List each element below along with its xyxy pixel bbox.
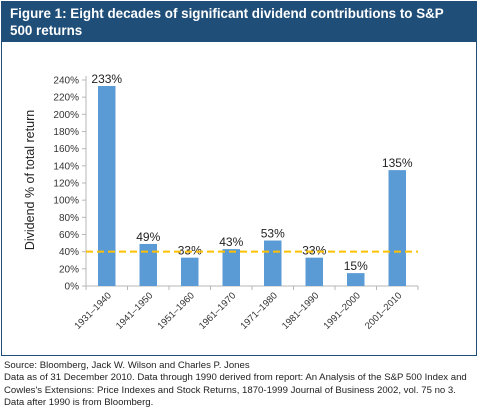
y-axis-title: Dividend % of total return [23, 110, 37, 250]
y-tick-label: 160% [53, 144, 79, 155]
x-tick-label: 1931–1940 [72, 290, 113, 331]
source-note: Source: Bloomberg, Jack W. Wilson and Ch… [4, 360, 476, 410]
bar [388, 170, 406, 286]
data-label: 33% [302, 244, 326, 258]
bar [222, 249, 240, 286]
data-label: 49% [136, 230, 160, 244]
y-tick-label: 120% [53, 179, 79, 190]
bar [139, 243, 157, 286]
data-label: 53% [261, 227, 285, 241]
y-tick-label: 80% [59, 213, 79, 224]
y-tick-label: 40% [59, 247, 79, 258]
y-tick-label: 180% [53, 127, 79, 138]
y-tick-label: 60% [59, 230, 79, 241]
x-tick-label: 2001–2010 [363, 290, 404, 331]
y-tick-label: 200% [53, 110, 79, 121]
chart-title: Figure 1: Eight decades of significant d… [2, 2, 476, 42]
bar [98, 86, 116, 286]
y-tick-label: 240% [53, 76, 79, 87]
bar [347, 273, 365, 286]
bar [305, 257, 323, 286]
data-label: 15% [344, 259, 368, 273]
x-tick-label: 1961–1970 [197, 290, 238, 331]
y-tick-label: 140% [53, 161, 79, 172]
x-tick-label: 1991–2000 [321, 290, 362, 331]
x-tick-label: 1951–1960 [155, 290, 196, 331]
x-tick-label: 1981–1990 [280, 290, 321, 331]
source-line-2: Data as of 31 December 2010. Data throug… [4, 372, 467, 409]
y-tick-label: 20% [59, 264, 79, 275]
bar-chart: 0% 20% 40% 60% 80% 100% 120% 140% 160% 180% 200% 22… [23, 72, 419, 332]
x-tick-label: 1941–1950 [114, 290, 155, 331]
data-label: 135% [382, 156, 413, 170]
source-line-1: Source: Bloomberg, Jack W. Wilson and Ch… [4, 360, 250, 371]
bar [181, 257, 199, 286]
bar [264, 240, 282, 286]
y-tick-label: 100% [53, 196, 79, 207]
y-tick-label: 220% [53, 93, 79, 104]
x-tick-label: 1971–1980 [238, 290, 279, 331]
data-label: 233% [91, 72, 122, 86]
data-label: 43% [219, 235, 243, 249]
y-tick-label: 0% [65, 282, 80, 293]
